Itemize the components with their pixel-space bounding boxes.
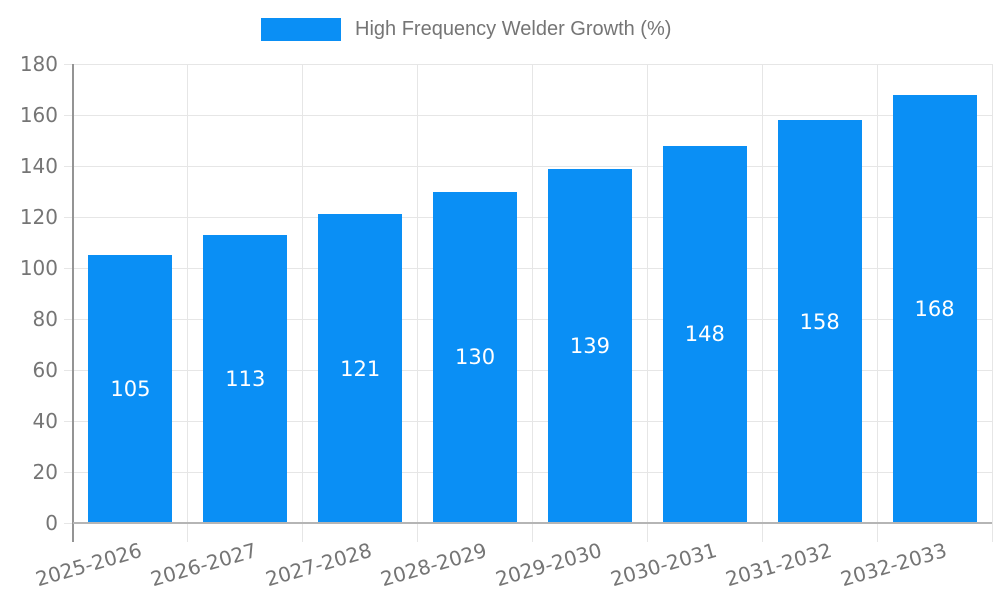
- gridline-horizontal: [64, 63, 992, 65]
- gridline-horizontal: [64, 420, 992, 422]
- bar: [318, 214, 403, 522]
- bar-value-label: 121: [340, 356, 381, 381]
- bar: [547, 168, 632, 522]
- legend: High Frequency Welder Growth (%): [261, 18, 671, 41]
- gridline-horizontal: [64, 165, 992, 167]
- gridline-horizontal: [64, 216, 992, 218]
- y-axis-tick-label: 40: [32, 409, 58, 433]
- axis-tick-x: [187, 523, 189, 542]
- x-axis-tick-label: 2030-2031: [607, 538, 720, 592]
- bar: [662, 145, 747, 522]
- y-axis-tick-label: 180: [19, 52, 58, 76]
- y-axis-tick-label: 0: [45, 511, 58, 535]
- y-axis-tick-label: 20: [32, 460, 58, 484]
- gridline-vertical: [876, 64, 878, 523]
- gridline-vertical: [417, 64, 419, 523]
- y-axis-tick-label: 80: [32, 307, 58, 331]
- legend-label: High Frequency Welder Growth (%): [355, 18, 672, 40]
- bar-value-label: 168: [914, 296, 955, 321]
- x-axis-line: [73, 522, 992, 524]
- x-axis-tick-label: 2028-2029: [377, 538, 490, 592]
- gridline-vertical: [187, 64, 189, 523]
- bar: [892, 94, 977, 522]
- axis-tick-x: [646, 523, 648, 542]
- x-axis-tick-label: 2026-2027: [148, 538, 260, 592]
- bar-value-label: 105: [110, 377, 151, 402]
- y-axis-tick-label: 60: [32, 358, 58, 382]
- bar-value-label: 148: [684, 322, 725, 347]
- gridline-vertical: [761, 64, 763, 523]
- legend-swatch: [261, 18, 341, 41]
- x-axis-tick-label: 2027-2028: [263, 538, 375, 592]
- y-axis-tick-label: 120: [19, 205, 58, 229]
- gridline-horizontal: [64, 369, 992, 371]
- bar: [203, 234, 288, 522]
- x-axis-tick-label: 2031-2032: [722, 538, 835, 592]
- x-axis-tick-label: 2032-2033: [837, 538, 949, 592]
- axis-tick-x: [417, 523, 419, 542]
- x-axis-tick-label: 2029-2030: [492, 538, 605, 592]
- bar-value-label: 139: [569, 333, 610, 358]
- x-axis-tick-label: 2025-2026: [33, 538, 145, 592]
- gridline-horizontal: [64, 318, 992, 320]
- axis-tick-x: [991, 523, 993, 542]
- gridline-vertical: [302, 64, 304, 523]
- y-axis-tick-label: 140: [19, 154, 58, 178]
- bar-value-label: 130: [455, 345, 496, 370]
- y-axis-line: [72, 64, 74, 542]
- bar: [88, 255, 173, 522]
- axis-tick-x: [302, 523, 304, 542]
- y-axis-tick-label: 160: [19, 103, 58, 127]
- axis-tick-x: [761, 523, 763, 542]
- axis-tick-x: [532, 523, 533, 542]
- bar-value-label: 113: [225, 366, 266, 391]
- bar: [433, 191, 518, 522]
- bar: [777, 120, 862, 522]
- gridline-vertical: [532, 64, 533, 523]
- gridline-vertical: [646, 64, 648, 523]
- gridline-vertical: [991, 64, 993, 523]
- axis-tick-x: [876, 523, 878, 542]
- gridline-horizontal: [64, 267, 992, 269]
- bar-value-label: 158: [799, 309, 840, 334]
- gridline-horizontal: [64, 114, 992, 116]
- axis-tick-y: [64, 522, 73, 524]
- y-axis-tick-label: 100: [19, 256, 58, 280]
- gridline-horizontal: [64, 471, 992, 473]
